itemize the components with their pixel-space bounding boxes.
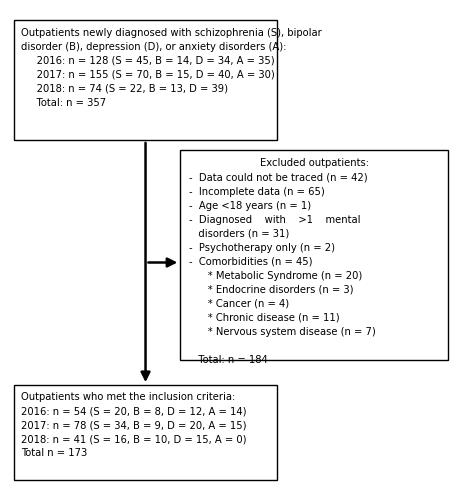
FancyBboxPatch shape [180,150,448,360]
Text: -  Data could not be traced (n = 42)
-  Incomplete data (n = 65)
-  Age <18 year: - Data could not be traced (n = 42) - In… [189,172,376,364]
FancyBboxPatch shape [14,385,277,480]
Text: Outpatients who met the inclusion criteria:
2016: n = 54 (S = 20, B = 8, D = 12,: Outpatients who met the inclusion criter… [21,392,246,458]
Text: Outpatients newly diagnosed with schizophrenia (S), bipolar
disorder (B), depres: Outpatients newly diagnosed with schizop… [21,28,322,108]
FancyBboxPatch shape [14,20,277,140]
Text: Excluded outpatients:: Excluded outpatients: [260,158,369,168]
